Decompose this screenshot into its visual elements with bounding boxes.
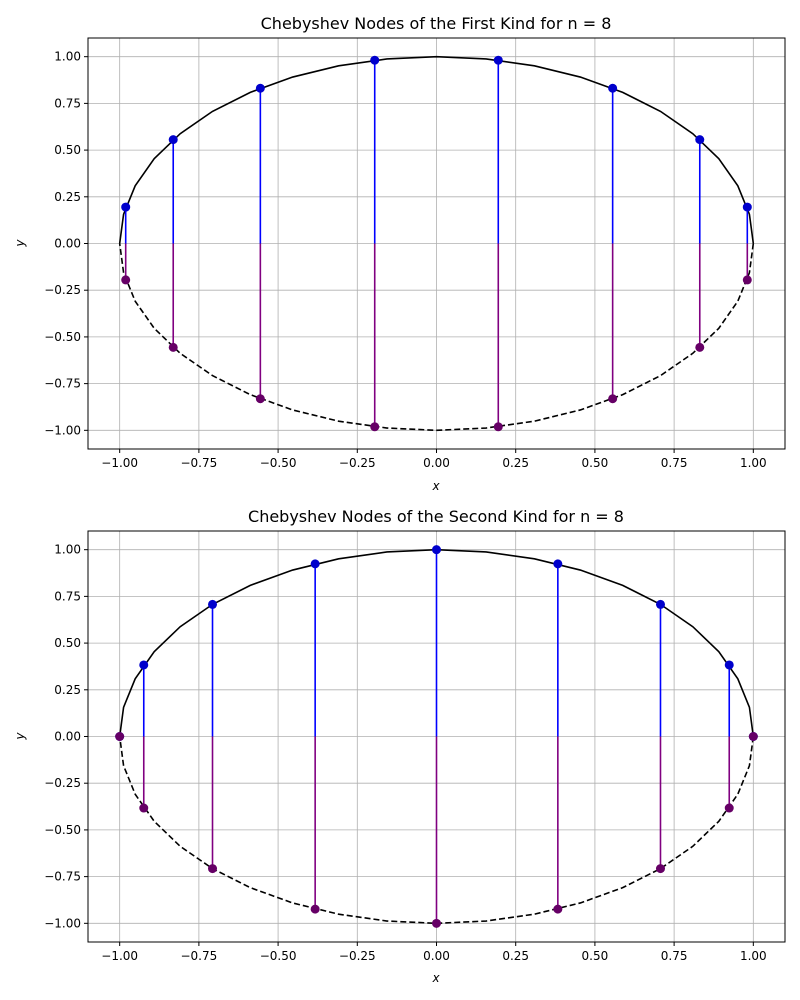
y-axis-label: y <box>13 239 27 248</box>
y-tick-label: −0.75 <box>44 870 81 884</box>
x-axis-label: x <box>431 479 440 493</box>
y-tick-label: 1.00 <box>54 543 81 557</box>
lower-node-point <box>695 342 705 352</box>
chart-second-kind: Chebyshev Nodes of the Second Kind for n… <box>13 507 786 985</box>
x-axis-label: x <box>431 971 440 985</box>
x-tick-label: 0.50 <box>582 949 609 963</box>
upper-node-point <box>310 559 320 569</box>
lower-node-point <box>121 275 131 285</box>
y-tick-label: 0.25 <box>54 190 81 204</box>
x-tick-label: 0.25 <box>502 456 529 470</box>
lower-node-point <box>742 275 752 285</box>
upper-node-point <box>608 83 618 93</box>
x-tick-label: −1.00 <box>101 949 138 963</box>
y-tick-label: 1.00 <box>54 50 81 64</box>
y-tick-label: 0.75 <box>54 96 81 110</box>
y-tick-label: 0.50 <box>54 143 81 157</box>
lower-node-point <box>432 918 441 928</box>
y-tick-label: −0.25 <box>44 283 81 297</box>
upper-node-point <box>208 599 218 609</box>
lower-node-point <box>553 904 563 914</box>
lower-node-point <box>168 342 178 352</box>
x-tick-label: −1.00 <box>101 456 138 470</box>
upper-node-point <box>695 135 705 145</box>
lower-node-point <box>655 864 665 874</box>
y-tick-label: −1.00 <box>44 916 81 930</box>
y-tick-label: 0.25 <box>54 683 81 697</box>
y-tick-label: 0.00 <box>54 237 81 251</box>
upper-node-point <box>139 660 149 670</box>
x-tick-label: −0.50 <box>260 949 297 963</box>
upper-node-point <box>255 83 265 93</box>
upper-node-point <box>121 202 131 212</box>
x-tick-label: 0.75 <box>661 949 688 963</box>
x-tick-label: −0.75 <box>180 949 217 963</box>
upper-node-point <box>168 135 178 145</box>
upper-node-point <box>553 559 563 569</box>
lower-node-point <box>370 422 380 432</box>
chart-first-kind: Chebyshev Nodes of the First Kind for n … <box>13 14 786 493</box>
upper-node-point <box>493 55 503 65</box>
lower-node-point <box>208 864 218 874</box>
upper-semicircle <box>118 55 755 244</box>
upper-node-point <box>742 202 752 212</box>
lower-node-point <box>115 732 125 741</box>
lower-node-point <box>493 422 503 432</box>
x-tick-label: 0.25 <box>502 949 529 963</box>
lower-node-point <box>608 394 618 404</box>
x-tick-label: −0.25 <box>339 949 376 963</box>
y-axis-label: y <box>13 732 27 741</box>
x-tick-label: 0.00 <box>423 456 450 470</box>
y-tick-label: 0.00 <box>54 730 81 744</box>
y-tick-label: −0.75 <box>44 377 81 391</box>
lower-node-point <box>748 732 758 741</box>
y-tick-label: −0.50 <box>44 823 81 837</box>
y-tick-label: −0.25 <box>44 776 81 790</box>
x-tick-label: 0.75 <box>661 456 688 470</box>
y-tick-label: −0.50 <box>44 330 81 344</box>
upper-node-point <box>370 55 380 65</box>
x-tick-label: 1.00 <box>740 456 767 470</box>
lower-node-point <box>139 803 149 813</box>
upper-node-point <box>655 599 665 609</box>
x-tick-label: 0.50 <box>582 456 609 470</box>
y-tick-label: 0.50 <box>54 636 81 650</box>
x-tick-label: −0.75 <box>180 456 217 470</box>
upper-node-point <box>432 545 441 555</box>
x-tick-label: −0.25 <box>339 456 376 470</box>
chart-title: Chebyshev Nodes of the First Kind for n … <box>261 14 612 33</box>
lower-node-point <box>724 803 734 813</box>
x-tick-label: 1.00 <box>740 949 767 963</box>
chart-title: Chebyshev Nodes of the Second Kind for n… <box>248 507 624 526</box>
upper-node-point <box>724 660 734 670</box>
lower-node-point <box>310 904 320 914</box>
lower-semicircle-dashed <box>118 243 755 432</box>
x-tick-label: −0.50 <box>260 456 297 470</box>
y-tick-label: 0.75 <box>54 589 81 603</box>
y-tick-label: −1.00 <box>44 423 81 437</box>
lower-node-point <box>255 394 265 404</box>
x-tick-label: 0.00 <box>423 949 450 963</box>
